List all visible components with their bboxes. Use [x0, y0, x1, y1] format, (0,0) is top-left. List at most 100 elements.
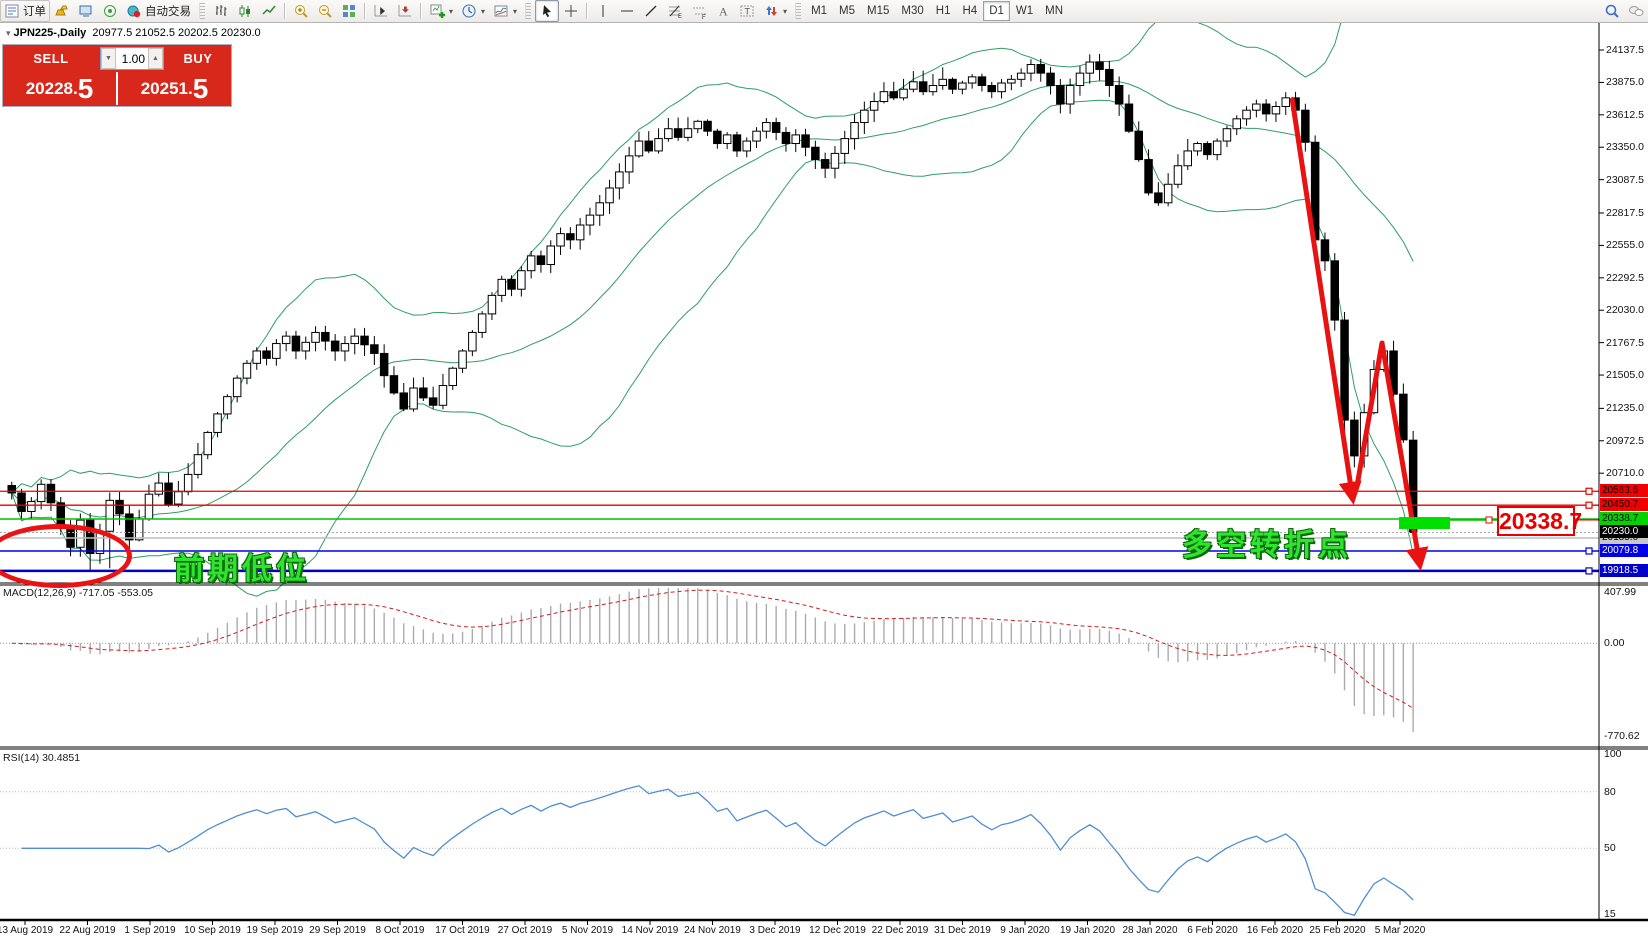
chevron-down-icon[interactable]: ▾ — [513, 6, 518, 16]
chat-button[interactable] — [1624, 0, 1648, 22]
price-callout-box[interactable]: 20338.7 — [1497, 506, 1583, 536]
chevron-down-icon[interactable]: ▾ — [783, 6, 788, 16]
tf-m1-button[interactable]: M1 — [805, 1, 833, 21]
linechart-icon — [261, 3, 277, 19]
svg-text:T: T — [745, 7, 751, 17]
collapse-arrow-icon[interactable]: ▾ — [6, 28, 11, 38]
new-order-button[interactable]: 订单 — [0, 0, 50, 22]
tile-windows-button[interactable] — [337, 0, 361, 22]
clock-icon — [461, 3, 477, 19]
hline-icon — [619, 3, 635, 19]
date-axis-label[interactable]: 22 Aug 2019 — [59, 925, 116, 936]
vertical-line-button[interactable] — [591, 0, 615, 22]
volume-value[interactable]: 1.00 — [121, 51, 145, 66]
svg-text:E: E — [678, 14, 682, 19]
date-axis-label[interactable]: 19 Jan 2020 — [1059, 925, 1116, 936]
rsi-label: RSI(14) 30.4851 — [3, 752, 81, 764]
buy-button[interactable]: BUY — [183, 50, 213, 66]
buy-price[interactable]: 20251. 5 — [118, 71, 231, 106]
tf-d1-button[interactable]: D1 — [983, 1, 1010, 21]
volume-down-button[interactable]: ▼ — [101, 48, 116, 69]
search-icon — [1604, 3, 1620, 19]
search-button[interactable] — [1600, 0, 1624, 22]
date-axis-label[interactable]: 22 Dec 2019 — [871, 925, 929, 936]
price-tick-label: 20710.0 — [1606, 467, 1644, 480]
autotrade-icon — [126, 3, 142, 19]
date-axis-label[interactable]: 1 Sep 2019 — [124, 925, 176, 936]
date-axis-label[interactable]: 3 Dec 2019 — [749, 925, 801, 936]
toolbar-grip[interactable] — [795, 3, 802, 19]
tf-w1-button[interactable]: W1 — [1010, 1, 1039, 21]
price-tick-label: 22292.5 — [1606, 271, 1644, 284]
date-axis-label[interactable]: 14 Nov 2019 — [621, 925, 679, 936]
date-axis-label[interactable]: 5 Nov 2019 — [561, 925, 614, 936]
channel-button[interactable]: F — [687, 0, 711, 22]
turning-point-text[interactable]: 多空转折点 — [1182, 529, 1352, 562]
tf-m15-button[interactable]: M15 — [861, 1, 895, 21]
line-chart-button[interactable] — [257, 0, 281, 22]
date-axis-label[interactable]: 28 Jan 2020 — [1122, 925, 1178, 936]
previous-low-ellipse[interactable] — [0, 524, 132, 588]
tf-m5-button-label: M5 — [839, 5, 856, 17]
date-axis-label[interactable]: 29 Sep 2019 — [309, 925, 366, 936]
tf-h4-button[interactable]: H4 — [956, 1, 983, 21]
date-axis-label[interactable]: 5 Mar 2020 — [1374, 925, 1426, 936]
auto-scroll-button[interactable] — [369, 0, 393, 22]
gold-button[interactable] — [50, 0, 74, 22]
date-axis-label[interactable]: 12 Dec 2019 — [809, 925, 866, 936]
templates-button[interactable]: ▾ — [489, 0, 521, 22]
tf-h1-button-label: H1 — [935, 5, 951, 17]
autoscroll-icon — [373, 3, 389, 19]
candle-chart-button[interactable] — [233, 0, 257, 22]
date-axis-label[interactable]: 9 Jan 2020 — [1000, 925, 1050, 936]
date-axis-label[interactable]: 8 Oct 2019 — [375, 925, 425, 936]
date-axis-label[interactable]: 13 Aug 2019 — [0, 925, 54, 936]
horizontal-line-button[interactable] — [615, 0, 639, 22]
previous-low-text[interactable]: 前期低位 — [174, 553, 310, 586]
price-line-tag: 19918.5 — [1600, 563, 1648, 577]
date-axis-label[interactable]: 25 Feb 2020 — [1309, 925, 1366, 936]
zoom-in-button[interactable] — [289, 0, 313, 22]
volume-up-button[interactable]: ▲ — [148, 48, 163, 69]
terminal-button[interactable] — [74, 0, 98, 22]
text-label-button[interactable]: T — [735, 0, 759, 22]
textA-icon: A — [715, 3, 731, 19]
chart-shift-button[interactable] — [393, 0, 417, 22]
price-tick-label: 23612.5 — [1606, 108, 1644, 121]
date-axis-label[interactable]: 10 Sep 2019 — [184, 925, 241, 936]
date-axis-label[interactable]: 17 Oct 2019 — [435, 925, 490, 936]
date-axis-label[interactable]: 19 Sep 2019 — [246, 925, 304, 936]
text-button[interactable]: A — [711, 0, 735, 22]
tf-h1-button[interactable]: H1 — [930, 1, 957, 21]
toolbar-grip[interactable] — [199, 3, 205, 19]
toolbar-grip[interactable] — [525, 3, 532, 19]
fibonacci-button[interactable]: E — [663, 0, 687, 22]
chevron-down-icon[interactable]: ▾ — [481, 6, 486, 16]
date-axis-label[interactable]: 27 Oct 2019 — [497, 925, 553, 936]
date-axis-label[interactable]: 24 Nov 2019 — [684, 925, 741, 936]
crosshair-button[interactable] — [559, 0, 583, 22]
bar-chart-button[interactable] — [209, 0, 233, 22]
sell-price[interactable]: 20228. 5 — [3, 71, 116, 106]
date-axis-label[interactable]: 6 Feb 2020 — [1187, 925, 1238, 936]
arrows-button[interactable]: ▾ — [759, 0, 791, 22]
sell-button[interactable]: SELL — [33, 50, 69, 66]
periods-button[interactable]: ▾ — [457, 0, 489, 22]
tf-m5-button[interactable]: M5 — [833, 1, 861, 21]
auto-trading-button[interactable]: 自动交易 — [122, 0, 195, 22]
date-axis-label[interactable]: 16 Feb 2020 — [1246, 925, 1304, 936]
tf-m30-button[interactable]: M30 — [895, 1, 929, 21]
date-axis-label[interactable]: 31 Dec 2019 — [934, 925, 991, 936]
price-tick-label: 21505.0 — [1606, 369, 1644, 382]
zoom-out-button[interactable] — [313, 0, 337, 22]
chevron-down-icon[interactable]: ▾ — [449, 6, 454, 16]
price-tick-label: 24137.5 — [1606, 44, 1644, 56]
cursor-icon — [539, 3, 555, 19]
cursor-button[interactable] — [535, 0, 560, 22]
signal-button[interactable] — [98, 0, 122, 22]
price-tick-label: 23350.0 — [1606, 141, 1644, 154]
tf-mn-button[interactable]: MN — [1039, 1, 1069, 21]
new-chart-button[interactable]: ▾ — [425, 0, 457, 22]
trendline-button[interactable] — [639, 0, 663, 22]
